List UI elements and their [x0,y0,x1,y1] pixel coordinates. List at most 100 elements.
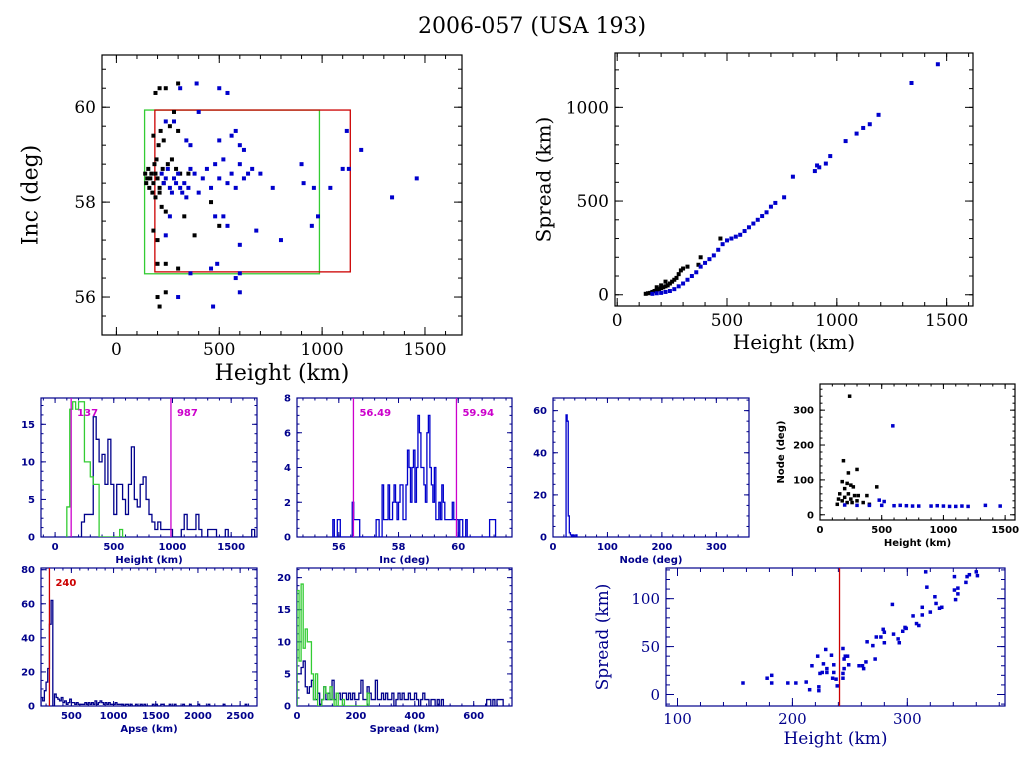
data-point-after [935,62,940,67]
data-point-before [176,128,181,133]
y-axis-label: Inc (deg) [19,145,44,246]
data-point-after [876,112,881,117]
data-point-after [225,181,230,186]
data-point-before [169,157,174,162]
data-point-after [841,676,845,680]
data-point-after [163,176,168,181]
data-point-after [685,277,690,282]
x-tick-label: 1000 [300,340,343,360]
plot-area [41,568,248,706]
data-point-after [817,685,821,689]
data-point-after [681,281,686,286]
y-tick-label: 58 [74,193,96,213]
data-point-after [188,166,193,171]
data-point-before [656,287,661,292]
panel-inc-hist: 56 58 60 0 2 4 6 8 Inc (deg) 56.49 59.94 [284,394,513,566]
data-point-before [685,264,690,269]
x-axis-label: Height (km) [115,555,182,566]
data-point-after [659,290,664,295]
data-point-after [186,185,191,190]
x-tick-label: 600 [463,711,484,722]
y-tick-label: 20 [21,667,35,678]
data-point-before [150,190,155,195]
data-point-after [742,229,747,234]
data-point-before [182,214,187,219]
data-point-before [186,171,191,176]
reference-line-label: 987 [177,408,198,419]
data-point-after [867,503,872,508]
plot-frame [40,397,258,538]
data-point-after [854,131,859,136]
data-point-after [874,635,879,639]
data-point-after [217,138,222,143]
x-tick-label: 0 [52,542,59,553]
plot-frame [614,52,974,307]
x-tick-label: 1500 [142,711,170,722]
data-point-after [217,86,222,91]
panel-height-hist: 0 500 1000 1500 0 5 10 15 Height (km) 137 987 [21,397,258,566]
x-tick-label: 500 [103,542,124,553]
data-point-after [966,504,970,509]
data-point-after [865,640,869,644]
data-point-after [237,143,242,148]
figure-title: 2006-057 (USA 193) [417,14,647,39]
y-tick-label: 80 [21,565,35,576]
y-tick-label: 5 [28,495,35,506]
x-axis-label: Height (km) [215,361,350,386]
data-point-after [975,573,980,578]
data-point-after [711,253,716,258]
data-point-after [229,133,234,138]
data-point-before [850,500,854,505]
x-tick-label: 1000 [159,542,187,553]
data-point-after [933,595,937,599]
data-point-before [665,283,670,288]
data-point-after [940,605,944,610]
data-point-before [163,209,168,214]
y-tick-label: 0 [598,286,609,306]
data-point-after [707,257,712,262]
data-point-after [812,169,817,174]
plot-area [643,62,940,296]
data-point-after [974,570,979,574]
data-point-after [815,163,820,168]
y-axis-label: Spread (km) [593,584,613,691]
data-point-before [852,493,857,498]
data-point-after [891,424,895,428]
data-point-before [842,495,847,500]
y-axis-label: Node (deg) [776,421,787,484]
data-point-after [846,663,851,667]
reference-line-label: 240 [55,578,76,589]
x-tick-label: 0 [817,525,824,536]
data-point-after [828,154,833,159]
data-point-before [663,284,668,289]
x-tick-label: 200 [345,711,366,722]
data-point-after [941,504,946,508]
data-point-before [145,176,150,181]
data-point-after [237,271,242,276]
data-point-before [167,124,172,129]
data-point-before [153,90,158,95]
data-point-after [860,664,865,668]
data-point-after [188,143,193,148]
data-point-after [161,181,166,186]
data-point-after [790,174,795,179]
data-point-after [911,614,915,618]
x-tick-label: 0 [111,340,122,360]
y-tick-label: 10 [21,457,35,468]
data-point-after [843,654,848,658]
data-point-before [670,279,675,284]
data-point-after [896,637,900,641]
data-point-after [689,274,694,279]
data-point-before [846,492,851,496]
data-point-after [213,162,218,167]
data-point-after [225,223,230,228]
data-point-before [718,236,723,241]
data-point-after [909,80,914,85]
x-tick-label: 1000 [100,711,128,722]
data-point-after [914,621,919,626]
data-point-after [768,204,773,209]
data-point-before [661,285,666,290]
data-point-after [818,671,822,676]
x-axis-label: Height (km) [733,330,855,354]
